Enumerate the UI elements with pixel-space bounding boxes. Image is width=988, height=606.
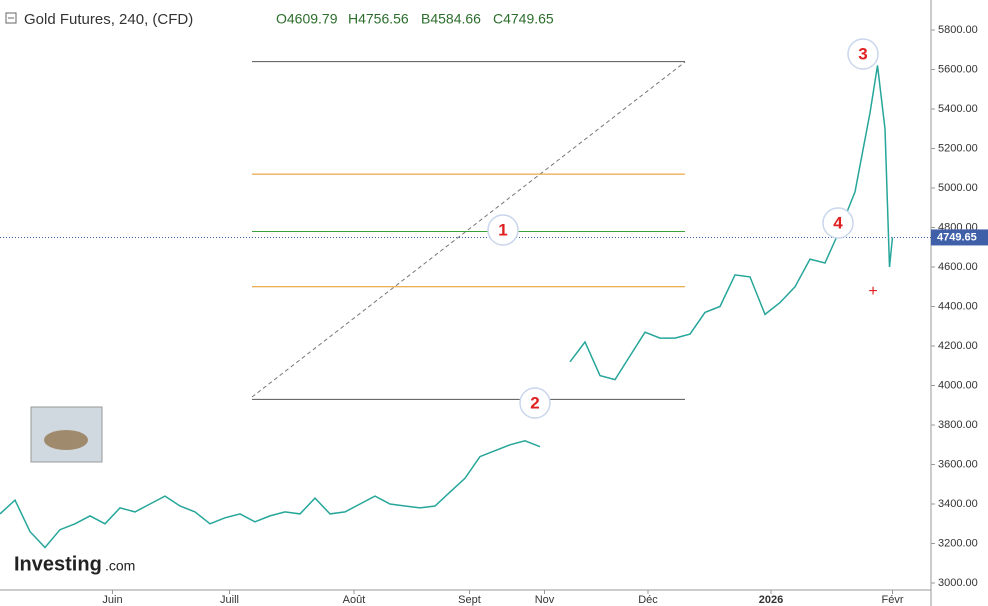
y-tick-label: 3800.00 xyxy=(938,419,978,431)
y-tick-label: 5800.00 xyxy=(938,24,978,36)
y-tick-label: 4000.00 xyxy=(938,379,978,391)
chart-title: Gold Futures, 240, (CFD) xyxy=(24,11,193,28)
x-tick-label: Juill xyxy=(220,594,239,606)
x-tick-label: Févr xyxy=(882,594,904,606)
fib-trend-line xyxy=(251,61,686,398)
annotation-circle xyxy=(822,207,854,239)
collapse-icon[interactable] xyxy=(5,12,17,24)
avatar-figure xyxy=(44,430,88,450)
y-tick-label: 3400.00 xyxy=(938,498,978,510)
annotation-label: 3 xyxy=(858,44,867,63)
x-tick-label: Août xyxy=(343,594,366,606)
low-label: B4584.66 xyxy=(421,11,481,27)
x-tick-label: Déc xyxy=(638,594,658,606)
high-label: H4756.56 xyxy=(348,11,409,27)
y-tick-label: 4200.00 xyxy=(938,340,978,352)
watermark: Investing xyxy=(14,553,102,575)
cross-marker: + xyxy=(868,283,877,300)
y-tick-label: 5400.00 xyxy=(938,103,978,115)
y-tick-label: 3000.00 xyxy=(938,577,978,589)
price-line xyxy=(0,65,894,549)
watermark-suffix: .com xyxy=(105,558,135,574)
y-tick-label: 3200.00 xyxy=(938,537,978,549)
annotation-circle xyxy=(847,38,879,70)
x-tick-label: Sept xyxy=(458,594,481,606)
annotation-circle xyxy=(487,214,519,246)
last-price-box xyxy=(931,229,988,246)
x-tick-label: Nov xyxy=(535,594,555,606)
annotation-label: 2 xyxy=(530,393,539,412)
y-tick-label: 5200.00 xyxy=(938,142,978,154)
annotation-circle xyxy=(519,387,551,419)
y-tick-label: 5600.00 xyxy=(938,63,978,75)
y-tick-label: 4400.00 xyxy=(938,300,978,312)
y-tick-label: 5000.00 xyxy=(938,182,978,194)
x-tick-label: 2026 xyxy=(759,594,783,606)
close-label: C4749.65 xyxy=(493,11,554,27)
x-tick-label: Juin xyxy=(102,594,122,606)
y-tick-label: 3600.00 xyxy=(938,458,978,470)
annotation-label: 1 xyxy=(498,220,507,239)
open-label: O4609.79 xyxy=(276,11,338,27)
annotation-label: 4 xyxy=(833,213,843,232)
last-price-label: 4749.65 xyxy=(937,231,977,243)
y-tick-label: 4600.00 xyxy=(938,261,978,273)
